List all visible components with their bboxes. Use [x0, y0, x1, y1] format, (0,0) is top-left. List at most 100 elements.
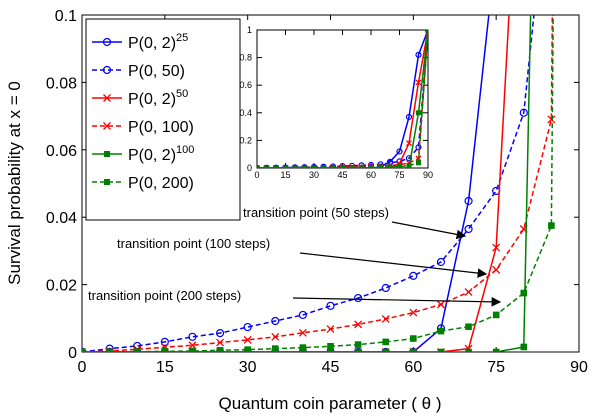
point: [548, 222, 555, 229]
inset-frame: [256, 29, 429, 169]
series-line: [82, 15, 535, 352]
point: [327, 348, 334, 352]
legend-superscript: 100: [176, 144, 194, 156]
point: [298, 310, 307, 320]
legend-label: P(0, 200): [128, 175, 194, 192]
point: [160, 337, 169, 346]
legend-marker: [103, 94, 111, 102]
legend-label: P(0, 100): [128, 119, 194, 136]
point: [396, 148, 403, 155]
legend-label: P(0, 50): [128, 63, 185, 80]
point: [133, 348, 141, 352]
legend-marker: [102, 37, 112, 47]
legend-name: P(0, 2): [128, 147, 176, 164]
y-tick-label: 0.8: [239, 53, 252, 63]
series-group: [82, 15, 556, 352]
point: [326, 301, 335, 310]
y-tick-label: 0.06: [46, 143, 77, 160]
legend-marker: [104, 179, 110, 185]
legend-superscript: 25: [176, 32, 188, 44]
point: [354, 320, 363, 329]
point: [354, 347, 363, 352]
point: [349, 165, 355, 168]
point: [397, 163, 402, 168]
y-tick-label: 1: [247, 25, 252, 35]
annotation-arrow: [391, 221, 467, 240]
point: [215, 329, 225, 338]
point: [416, 160, 421, 166]
annotation-arrow: [292, 297, 502, 307]
point: [354, 348, 362, 352]
point: [381, 283, 390, 293]
point: [464, 224, 473, 234]
point: [436, 257, 446, 267]
point: [359, 165, 364, 168]
x-tick-label: 15: [280, 170, 290, 180]
point: [271, 316, 280, 326]
point: [437, 348, 445, 352]
legend-name: P(0, 200): [128, 175, 194, 192]
point: [292, 165, 298, 168]
legend-label: P(0, 2)100: [128, 144, 194, 164]
annotation: transition point (50 steps): [243, 205, 389, 220]
point: [519, 108, 528, 117]
legend-superscript: 50: [176, 88, 188, 100]
point: [410, 335, 417, 342]
point: [161, 348, 169, 352]
legend-name: P(0, 2): [128, 35, 176, 52]
point: [82, 348, 86, 352]
point: [273, 165, 279, 168]
point: [189, 347, 196, 352]
main-plot: 0 15 30 45 60 75 90 0 0.02 0.04 0.06 0.08 0.1: [46, 8, 588, 376]
point: [326, 325, 335, 334]
annotation-arrow: [299, 252, 488, 278]
point: [410, 348, 417, 352]
legend-marker: [102, 65, 112, 75]
y-tick-label: 0.04: [46, 210, 77, 227]
point: [464, 288, 473, 296]
x-axis-label: Quantum coin parameter ( θ ): [219, 394, 442, 413]
point: [492, 243, 501, 252]
point: [409, 347, 418, 352]
point: [298, 328, 307, 337]
y-tick-label: 0.1: [55, 8, 77, 25]
point: [425, 30, 428, 33]
x-tick-label: 0: [78, 359, 87, 376]
x-tick-label: 30: [239, 359, 257, 376]
point: [387, 164, 393, 168]
legend-box: [85, 18, 241, 221]
point: [520, 343, 528, 351]
point: [330, 165, 336, 168]
point: [492, 311, 500, 319]
point: [464, 196, 473, 206]
series-group: [257, 30, 428, 168]
point: [381, 347, 390, 352]
point: [406, 140, 412, 147]
point: [520, 289, 528, 297]
point: [321, 165, 326, 168]
y-tick-label: 0.08: [46, 75, 77, 92]
x-tick-label: 75: [394, 170, 404, 180]
point: [406, 163, 412, 168]
point: [415, 51, 422, 58]
y-tick-label: 0.4: [239, 108, 252, 118]
point: [271, 345, 279, 352]
legend-marker: [103, 122, 111, 130]
point: [465, 323, 472, 331]
point: [415, 79, 422, 86]
point: [436, 300, 445, 309]
point: [264, 165, 269, 168]
point: [405, 113, 413, 121]
point: [216, 347, 224, 352]
point: [106, 348, 113, 352]
x-tick-label: 90: [423, 170, 433, 180]
legend-name: P(0, 100): [128, 119, 194, 136]
legend-label: P(0, 2)25: [128, 32, 188, 52]
x-tick-label: 60: [404, 359, 422, 376]
point: [382, 338, 390, 346]
point: [302, 165, 307, 168]
point: [188, 332, 197, 341]
point: [188, 341, 197, 350]
x-tick-label: 45: [322, 359, 340, 376]
